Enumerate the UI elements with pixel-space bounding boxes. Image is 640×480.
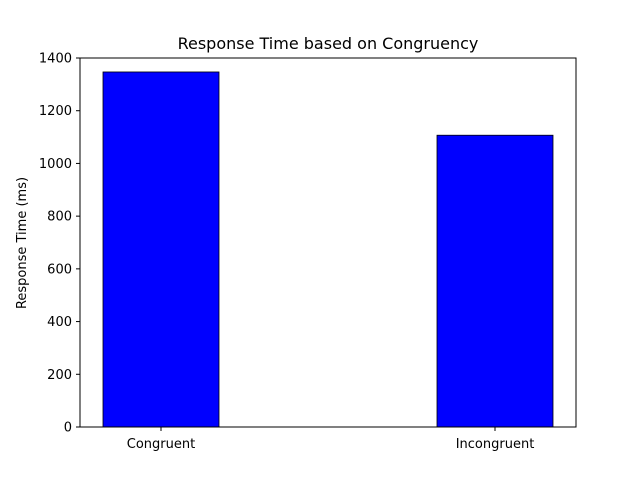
y-axis-label: Response Time (ms) bbox=[15, 177, 30, 309]
y-tick-label: 600 bbox=[47, 262, 72, 277]
plot-frame bbox=[79, 57, 577, 428]
bar-incongruent bbox=[436, 134, 554, 428]
y-tick-label: 200 bbox=[47, 368, 72, 383]
x-tick-label: Congruent bbox=[127, 437, 195, 452]
y-tick-label: 0 bbox=[64, 421, 72, 436]
chart-title: Response Time based on Congruency bbox=[178, 34, 479, 53]
bars-group bbox=[102, 71, 554, 428]
x-tick-label: Incongruent bbox=[456, 437, 535, 452]
y-axis: 0 200 400 600 800 1000 1200 1400 bbox=[39, 52, 80, 436]
y-tick-label: 1000 bbox=[39, 157, 72, 172]
y-tick-label: 1200 bbox=[39, 104, 72, 119]
y-tick-label: 1400 bbox=[39, 52, 72, 67]
y-tick-label: 800 bbox=[47, 210, 72, 225]
x-axis: Congruent Incongruent bbox=[127, 427, 535, 452]
y-tick-label: 400 bbox=[47, 315, 72, 330]
bar-congruent bbox=[102, 71, 220, 428]
